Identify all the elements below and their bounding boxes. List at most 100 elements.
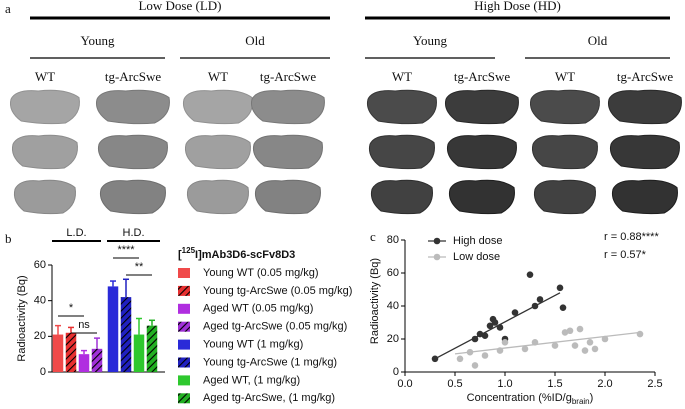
annotation: r = 0.88**** (604, 231, 659, 243)
point (561, 329, 569, 336)
legend-swatch (178, 375, 190, 386)
y-tick-label: 60 (34, 259, 46, 271)
significance-label: * (69, 302, 74, 314)
group-label: H.D. (123, 227, 145, 239)
dose-title: High Dose (HD) (474, 0, 561, 13)
bar (120, 297, 132, 372)
y-tick-label: 40 (387, 300, 399, 312)
point (521, 345, 529, 353)
legend-label: Aged WT, (1 mg/kg) (203, 374, 300, 386)
y-tick-label: 40 (34, 295, 46, 307)
brain-section (370, 179, 433, 215)
x-tick-label: 0.5 (447, 378, 462, 390)
point (531, 339, 539, 346)
brain-section (183, 89, 253, 125)
legend-label: Young tg-ArcSwe (1 mg/kg) (203, 356, 337, 368)
significance-label: ns (78, 319, 90, 331)
bar (133, 334, 145, 372)
x-axis-label-part: brain (572, 397, 590, 406)
significance-label: ** (135, 261, 144, 273)
bar (52, 334, 64, 372)
age-title: Young (413, 33, 448, 48)
brain-section (251, 89, 325, 125)
legend-swatch (178, 285, 190, 296)
x-tick-label: 2.0 (597, 378, 612, 390)
brain-section (448, 179, 515, 215)
legend-label: Young WT (0.05 mg/kg) (203, 267, 319, 279)
age-title: Old (588, 33, 608, 48)
legend-title-part: 125 (182, 246, 196, 255)
bar (65, 332, 77, 372)
brain-section (367, 89, 437, 125)
brain-section (13, 179, 76, 215)
legend-label: Young WT (1 mg/kg) (203, 339, 303, 351)
fit-line (454, 331, 641, 355)
point (496, 347, 504, 354)
point (566, 327, 574, 335)
point (471, 335, 479, 343)
x-tick-label: 0.0 (397, 378, 412, 390)
point (476, 330, 484, 338)
panel-label: c (370, 229, 376, 244)
point (511, 309, 519, 316)
genotype-label: WT (392, 69, 412, 84)
brain-section (254, 179, 321, 215)
legend-swatch (178, 339, 190, 350)
bar (91, 348, 103, 372)
age-title: Young (80, 33, 115, 48)
bar (78, 354, 90, 372)
brain-section (186, 179, 249, 215)
group-label: L.D. (66, 227, 86, 239)
legend-title-part: [ (178, 249, 182, 261)
brain-section (447, 134, 517, 170)
brain-section (533, 179, 596, 215)
genotype-label: WT (208, 69, 228, 84)
point (466, 348, 474, 356)
brain-section (608, 89, 682, 125)
point (591, 345, 599, 353)
legend-label: Young tg-ArcSwe (0.05 mg/kg) (203, 285, 352, 297)
point (431, 355, 439, 363)
brain-section (96, 89, 170, 125)
y-tick-label: 20 (387, 333, 399, 345)
brain-section (99, 179, 166, 215)
brain-section (253, 134, 323, 170)
brain-section (530, 89, 600, 125)
bar (146, 325, 158, 372)
y-tick-label: 80 (387, 234, 399, 246)
genotype-label: tg-ArcSwe (260, 69, 317, 84)
legend-swatch (178, 393, 190, 404)
legend-label: Aged tg-ArcSwe (0.05 mg/kg) (203, 321, 347, 333)
point (531, 302, 539, 310)
legend-marker (433, 253, 441, 261)
brain-section (445, 89, 519, 125)
point (526, 271, 534, 278)
x-tick-label: 2.5 (647, 378, 662, 390)
y-axis-label: Radioactivity (Bq) (369, 258, 381, 344)
point (536, 296, 544, 303)
genotype-label: WT (555, 69, 575, 84)
point (501, 339, 509, 346)
y-axis-label: Radioactivity (Bq) (16, 275, 28, 361)
point (496, 324, 504, 331)
brain-section (611, 179, 678, 215)
point (481, 332, 489, 340)
y-tick-label: 60 (387, 267, 399, 279)
x-axis-label-part: ) (590, 392, 594, 404)
brain-section (10, 89, 80, 125)
legend-label: Aged tg-ArcSwe, (1 mg/kg) (203, 392, 335, 404)
point (571, 342, 579, 349)
legend-label: High dose (453, 235, 503, 247)
y-tick-label: 20 (34, 330, 46, 342)
panel-label: b (5, 231, 12, 246)
brain-section (610, 134, 680, 170)
significance-label: **** (117, 244, 135, 256)
brain-section (531, 134, 598, 170)
point (471, 362, 479, 369)
point (486, 322, 494, 330)
point (491, 319, 499, 326)
point (576, 325, 584, 333)
point (551, 342, 559, 349)
legend-swatch (178, 357, 190, 368)
